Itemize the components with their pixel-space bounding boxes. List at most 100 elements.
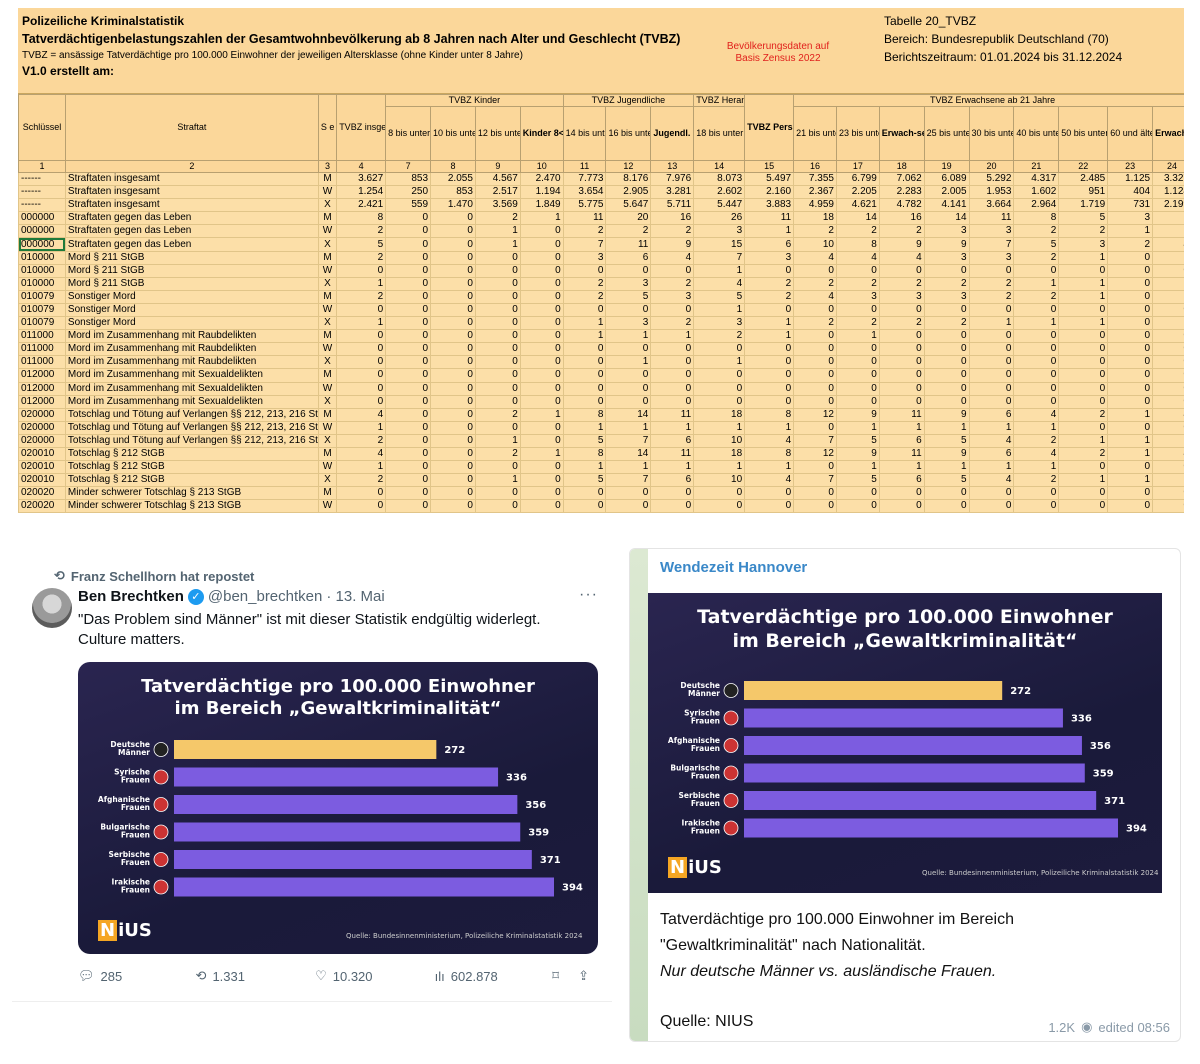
cell-value[interactable]: 0 [650,499,695,514]
cell-value[interactable]: 7 [1152,211,1184,226]
cell-value[interactable]: 1 [474,224,521,239]
cell-value[interactable]: 3 [744,250,795,265]
cell-sex[interactable]: X [317,198,338,213]
cell-value[interactable]: 2 [878,276,925,291]
cell-value[interactable]: 0 [474,316,521,331]
cell-value[interactable]: 2 [693,329,746,344]
cell-value[interactable]: 3 [1058,237,1109,252]
cell-sex[interactable]: W [317,342,338,357]
cell-value[interactable]: 1 [968,420,1015,435]
cell-value[interactable]: 16 [650,211,695,226]
cell-value[interactable]: 10 [693,473,746,488]
cell-offense[interactable]: Totschlag § 212 StGB [64,473,319,488]
cell-value[interactable]: 0 [793,381,837,396]
cell-value[interactable]: 0 [1152,342,1184,357]
cell-value[interactable]: 0 [430,329,476,344]
cell-value[interactable]: 4 [968,473,1015,488]
cell-value[interactable]: 0 [519,224,564,239]
cell-value[interactable]: 0 [336,394,387,409]
cell-value[interactable]: 2 [1013,224,1060,239]
cell-value[interactable]: 0 [385,211,432,226]
cell-value[interactable]: 16 [878,211,925,226]
cell-value[interactable]: 0 [1107,276,1154,291]
cell-value[interactable]: 0 [1107,302,1154,318]
cell-value[interactable]: 0 [878,381,925,396]
cell-value[interactable]: 1 [1107,224,1154,239]
cell-value[interactable]: 4 [693,276,746,291]
cell-value[interactable]: 731 [1107,198,1154,213]
cell-value[interactable]: 2 [562,276,607,291]
cell-value[interactable]: 7.355 [793,171,837,187]
cell-value[interactable]: 0 [519,302,564,318]
cell-value[interactable]: 3 [968,224,1015,239]
cell-value[interactable]: 0 [385,407,432,422]
cell-value[interactable]: 11 [650,407,695,422]
cell-value[interactable]: 0 [1013,329,1060,344]
cell-value[interactable]: 0 [605,486,652,501]
cell-value[interactable]: 0 [650,486,695,501]
cell-value[interactable]: 2 [474,446,521,462]
author-name[interactable]: Ben Brechtken [78,588,184,605]
table-row[interactable]: ------ Straftaten insgesamt X 2.421 559 1.470… [18,198,1184,213]
cell-value[interactable]: 0 [385,433,432,448]
cell-value[interactable]: 2.485 [1058,171,1109,187]
cell-value[interactable]: 0 [744,486,795,501]
cell-value[interactable]: 0 [923,342,970,357]
cell-value[interactable]: 0 [1058,329,1109,344]
cell-value[interactable]: 6 [650,473,695,488]
cell-value[interactable]: 0 [605,394,652,409]
cell-value[interactable]: 3 [605,316,652,331]
cell-offense[interactable]: Mord im Zusammenhang mit Raubdelikten [64,355,319,370]
cell-value[interactable]: 0 [650,368,695,383]
cell-value[interactable]: 2.905 [605,185,652,200]
cell-value[interactable]: 0 [519,499,564,514]
cell-value[interactable]: 2 [968,276,1015,291]
cell-value[interactable]: 2 [650,276,695,291]
cell-value[interactable]: 0 [474,460,521,475]
cell-value[interactable]: 0 [385,381,432,396]
cell-value[interactable]: 5 [562,473,607,488]
cell-value[interactable]: 0 [693,342,746,357]
cell-value[interactable]: 0 [519,460,564,475]
cell-value[interactable]: 0 [430,237,476,252]
cell-value[interactable]: 0 [430,473,476,488]
cell-value[interactable]: 0 [430,486,476,501]
bookmark-button[interactable]: ⌑ [552,968,578,984]
cell-value[interactable]: 0 [650,355,695,370]
cell-offense[interactable]: Straftaten gegen das Leben [64,211,319,226]
cell-value[interactable]: 0 [923,381,970,396]
cell-value[interactable]: 4.959 [793,198,837,213]
table-row[interactable]: 020010 Totschlag § 212 StGB W 1 0 0 0 0 1 1 1 1 1 0 1 1… [18,460,1184,475]
cell-value[interactable]: 0 [1058,381,1109,396]
cell-key[interactable]: 012000 [18,381,66,396]
cell-value[interactable]: 9 [835,407,880,422]
table-row[interactable]: 012000 Mord im Zusammenhang mit Sexualdel… [18,381,1184,396]
cell-value[interactable]: 1 [744,420,795,435]
cell-offense[interactable]: Mord im Zusammenhang mit Sexualdelikten [64,394,319,409]
cell-value[interactable]: 0 [519,329,564,344]
cell-value[interactable]: 8 [336,211,387,226]
cell-value[interactable]: 2.005 [923,185,970,200]
cell-value[interactable]: 0 [1152,420,1184,435]
cell-value[interactable]: 0 [385,499,432,514]
cell-value[interactable]: 2 [562,224,607,239]
cell-value[interactable]: 2.964 [1013,198,1060,213]
cell-value[interactable]: 0 [835,263,880,278]
cell-value[interactable]: 0 [1013,342,1060,357]
cell-value[interactable]: 2 [793,276,837,291]
cell-value[interactable]: 3 [650,289,695,304]
cell-value[interactable]: 0 [430,433,476,448]
cell-value[interactable]: 14 [835,211,880,226]
cell-value[interactable]: 1 [878,460,925,475]
cell-sex[interactable]: X [317,433,338,448]
cell-offense[interactable]: Totschlag § 212 StGB [64,446,319,462]
cell-value[interactable]: 4 [793,289,837,304]
more-options-icon[interactable]: ··· [579,586,598,603]
cell-value[interactable]: 0 [385,329,432,344]
cell-value[interactable]: 8.073 [693,171,746,187]
cell-value[interactable]: 1 [968,316,1015,331]
cell-value[interactable]: 0 [1152,329,1184,344]
cell-value[interactable]: 2.421 [336,198,387,213]
cell-sex[interactable]: W [317,499,338,514]
cell-value[interactable]: 0 [430,407,476,422]
